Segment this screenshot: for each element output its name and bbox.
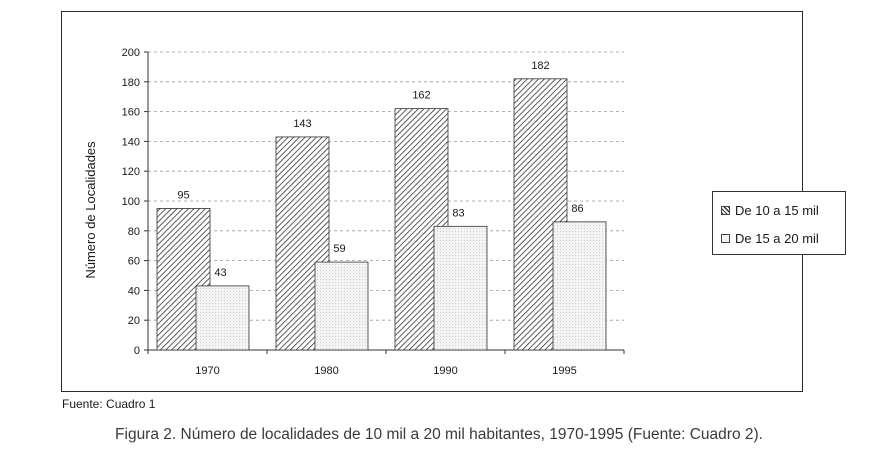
bar-series-2-1990 <box>433 225 488 351</box>
y-tick-label: 40 <box>128 285 140 297</box>
data-label: 143 <box>293 118 311 130</box>
x-tick-label: 1990 <box>433 365 457 377</box>
bar-chart: 0 20 40 60 80 100 120 140 160 180 200 1970 95 43 1980 1… <box>83 47 625 377</box>
y-axis-label: Número de Localidades <box>83 141 98 279</box>
bar-series-2-1995 <box>552 221 607 351</box>
legend-label: De 15 a 20 mil <box>735 231 819 246</box>
data-label: 182 <box>531 60 549 72</box>
x-tick-label: 1980 <box>314 365 338 377</box>
data-label: 59 <box>333 243 345 255</box>
y-tick-label: 100 <box>122 196 140 208</box>
y-tick-label: 120 <box>122 166 140 178</box>
y-tick-label: 160 <box>122 107 140 119</box>
legend-swatch-light <box>721 234 730 243</box>
data-label: 162 <box>412 90 430 102</box>
data-label: 95 <box>177 189 189 201</box>
legend-item-series-1: De 10 a 15 mil <box>721 203 819 218</box>
y-tick-label: 60 <box>128 256 140 268</box>
source-note: Fuente: Cuadro 1 <box>62 397 156 411</box>
y-tick-label: 80 <box>128 226 140 238</box>
figure-caption: Figura 2. Número de localidades de 10 mi… <box>115 426 763 443</box>
y-tick-label: 200 <box>122 47 140 59</box>
y-tick-label: 0 <box>134 345 140 357</box>
legend-label: De 10 a 15 mil <box>735 203 819 218</box>
bar-series-2-1980 <box>314 261 369 351</box>
data-label: 43 <box>214 267 226 279</box>
data-label: 86 <box>571 203 583 215</box>
legend-swatch-hatched <box>721 206 730 215</box>
legend-item-series-2: De 15 a 20 mil <box>721 231 819 246</box>
bar-series-2-1970 <box>195 285 250 351</box>
y-tick-label: 140 <box>122 136 140 148</box>
y-tick-label: 180 <box>122 77 140 89</box>
y-tick-label: 20 <box>128 315 140 327</box>
x-tick-label: 1970 <box>195 365 219 377</box>
chart-frame: 0 20 40 60 80 100 120 140 160 180 200 1970 95 43 1980 1… <box>61 11 846 392</box>
bar-series-1-1995 <box>513 78 568 351</box>
x-tick-label: 1995 <box>552 365 576 377</box>
legend: De 10 a 15 mil De 15 a 20 mil <box>712 191 846 255</box>
data-label: 83 <box>452 207 464 219</box>
